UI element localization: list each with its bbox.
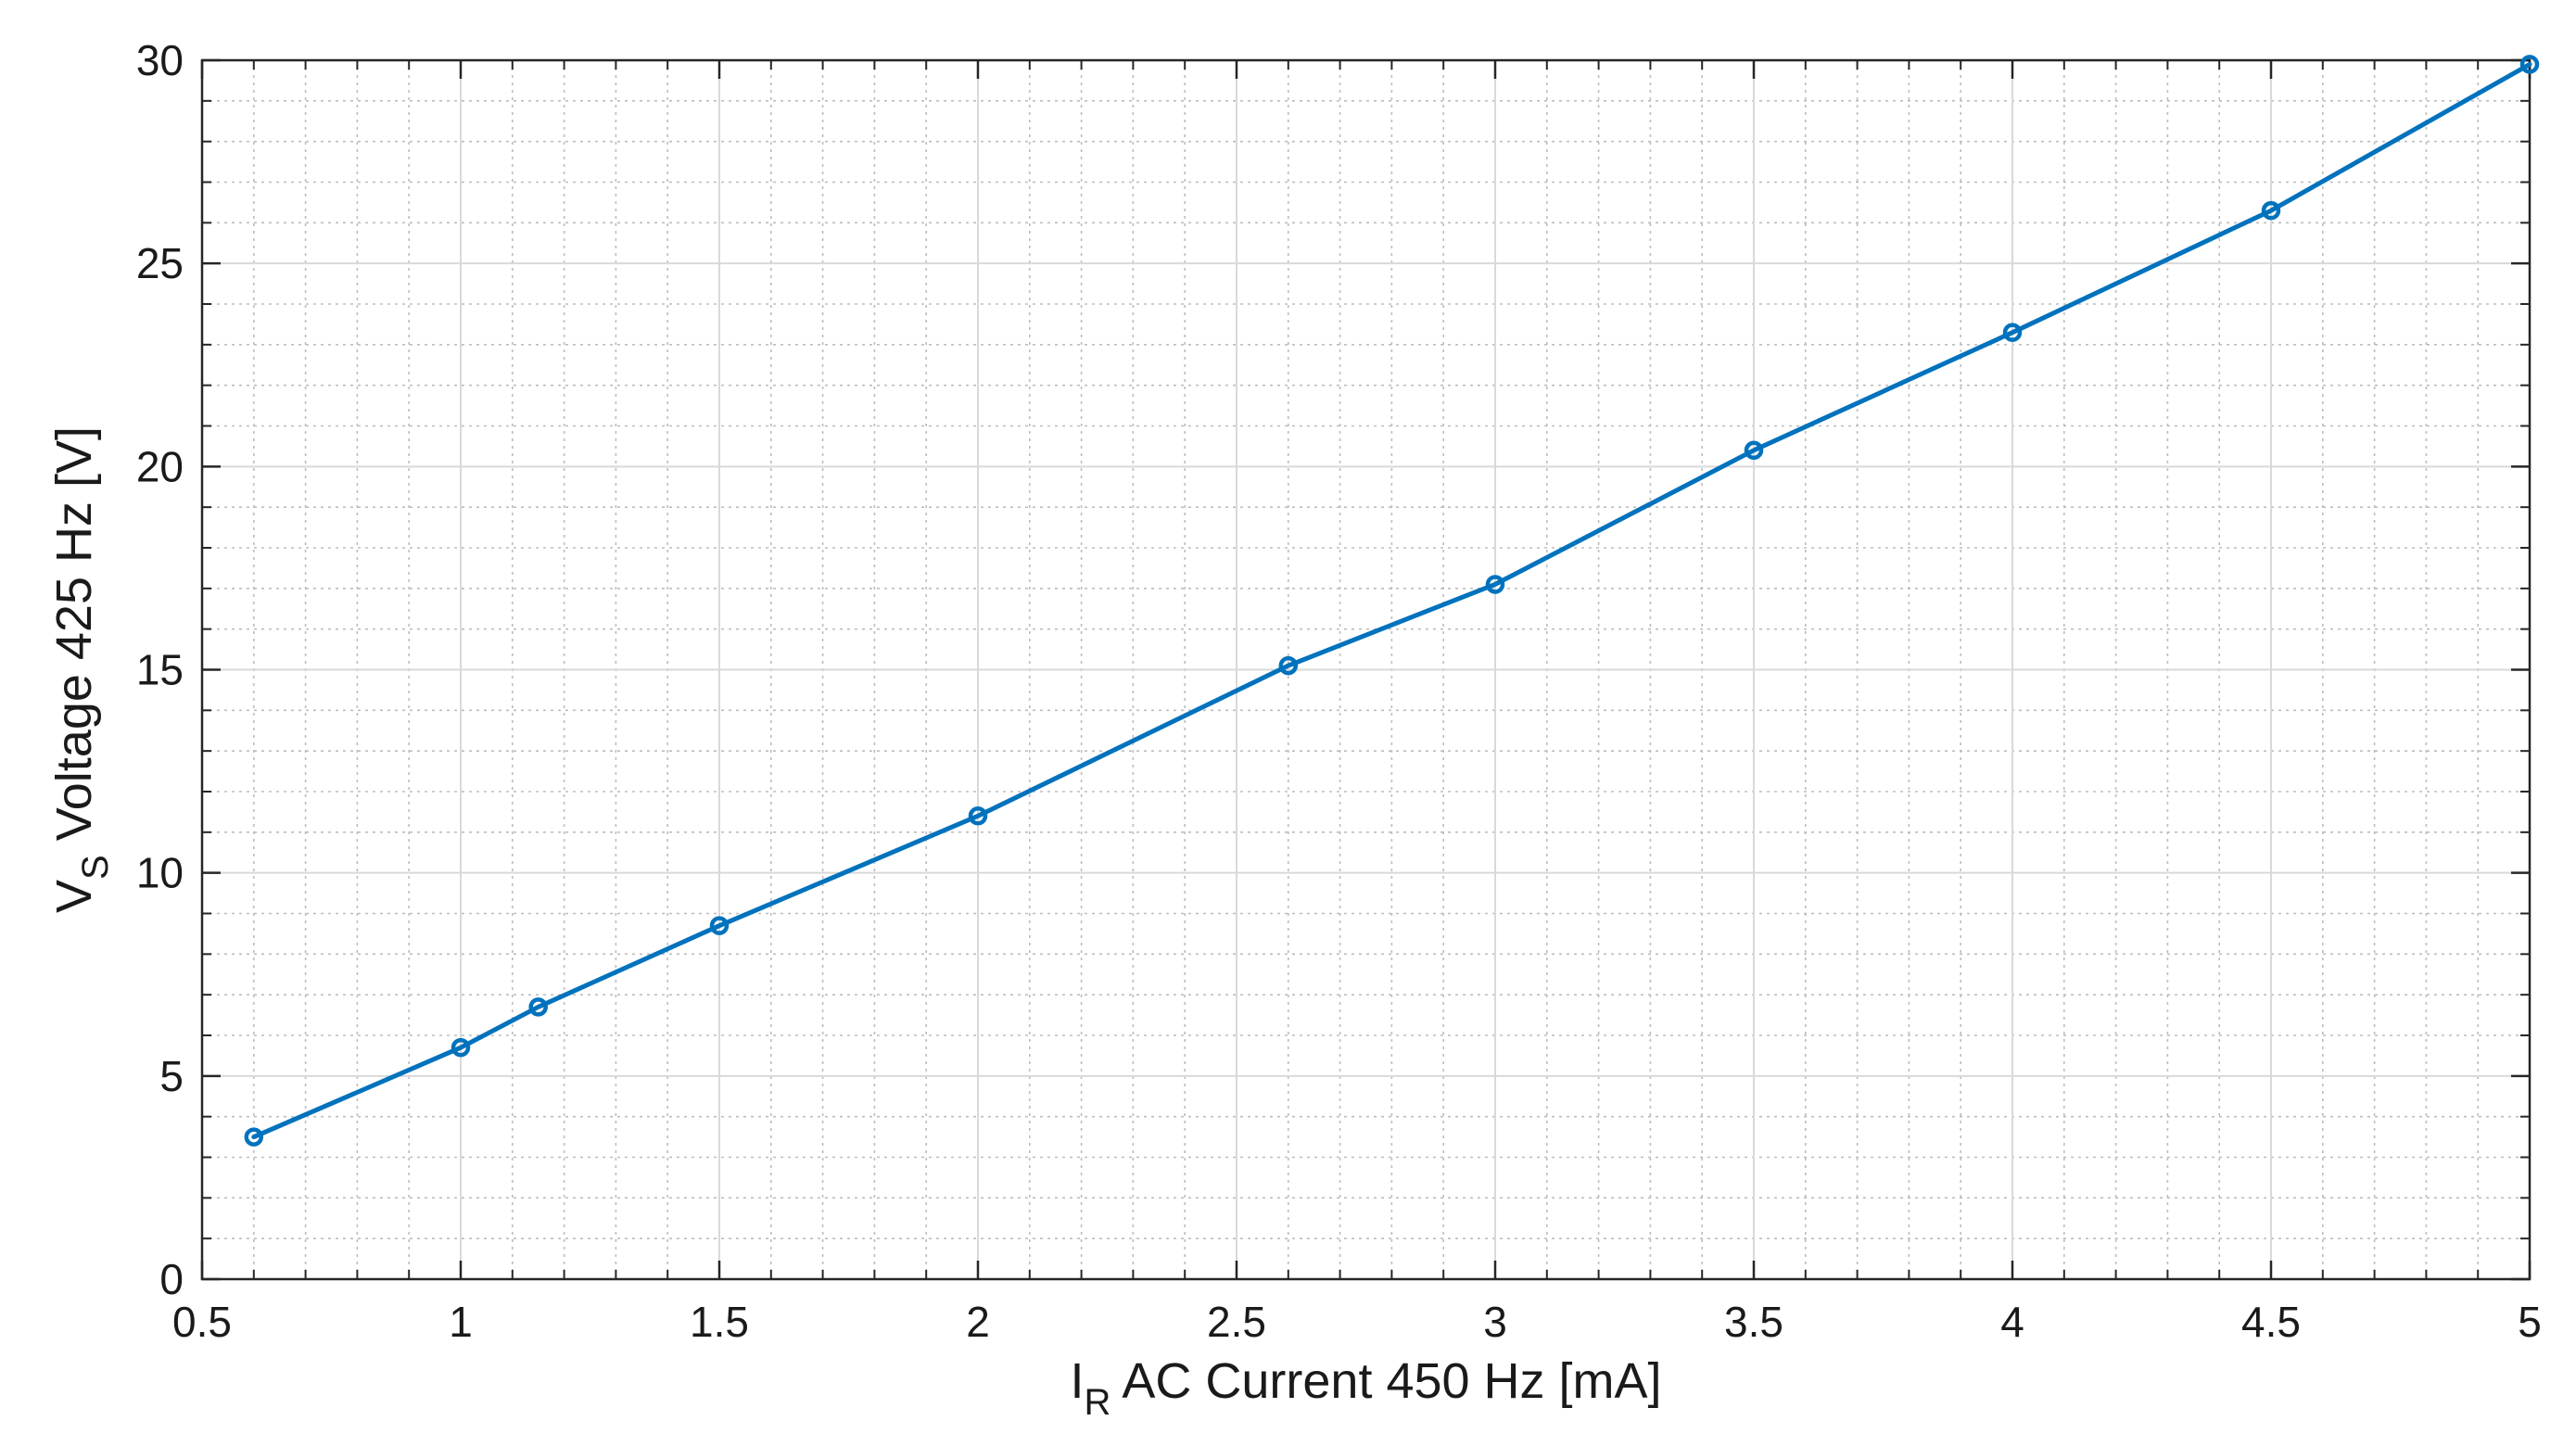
y-tick-label: 10 [136,849,184,897]
y-axis-label: VS Voltage 425 Hz [V] [46,426,116,913]
x-axis-label-subscript: R [1084,1382,1110,1423]
y-tick-label: 15 [136,646,184,694]
x-tick-label: 1.5 [690,1298,749,1346]
series-layer [244,55,2540,1147]
y-tick-labels: 0 5 10 15 20 25 30 [136,36,184,1303]
y-tick-label: 0 [159,1255,184,1303]
data-point [244,1127,264,1147]
x-tick-label: 4.5 [2241,1298,2301,1346]
data-point [709,916,730,935]
x-tick-label: 4 [2000,1298,2024,1346]
y-tick-label: 25 [136,239,184,287]
data-point [1744,440,1764,461]
data-point [2002,323,2023,342]
y-tick-label: 5 [159,1052,184,1100]
x-axis-label-text: AC Current 450 Hz [mA] [1110,1353,1661,1409]
x-tick-label: 0.5 [172,1298,232,1346]
y-axis-label-symbol: V [46,880,102,913]
x-tick-label: 5 [2518,1298,2542,1346]
x-tick-label: 1 [449,1298,473,1346]
x-tick-label: 3.5 [1724,1298,1783,1346]
data-point [2261,200,2281,221]
x-tick-labels: 0.5 1 1.5 2 2.5 3 3.5 4 4.5 5 [172,1298,2542,1346]
x-axis-label: IR AC Current 450 Hz [mA] [1070,1353,1661,1423]
x-axis-label-symbol: I [1070,1353,1084,1409]
data-point [2519,55,2540,74]
series-line [251,61,2532,1140]
y-tick-label: 20 [136,442,184,490]
data-point [528,997,548,1017]
data-point [450,1037,471,1058]
data-point [968,806,988,826]
data-point [1278,655,1299,676]
x-tick-label: 2.5 [1207,1298,1266,1346]
y-axis-label-text: Voltage 425 Hz [V] [46,426,102,855]
major-grid [201,59,2531,1280]
x-tick-label: 2 [966,1298,990,1346]
y-axis-label-subscript: S [75,855,116,880]
data-point [1485,575,1505,594]
x-tick-label: 3 [1483,1298,1507,1346]
y-tick-label: 30 [136,36,184,84]
